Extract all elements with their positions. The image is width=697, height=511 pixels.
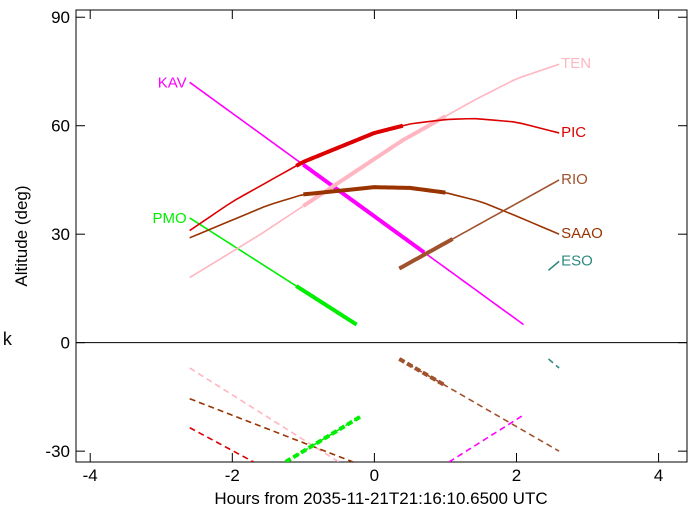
y-tick-label: 0: [61, 334, 70, 353]
series-bold-segment: [398, 237, 454, 271]
series-label-pmo: PMO: [153, 210, 187, 227]
series-bold-segment: [295, 123, 404, 168]
series-line: [189, 426, 254, 462]
series-line: [189, 397, 354, 462]
series-bold-segment: [284, 415, 362, 462]
series-group: [189, 63, 560, 462]
series-label-eso: ESO: [561, 252, 593, 269]
series-bold-segment: [295, 284, 358, 327]
x-tick-label: -4: [83, 466, 98, 485]
series-line: [189, 117, 560, 232]
stray-text-k: k: [2, 331, 13, 351]
series-line: [189, 63, 560, 279]
x-tick-label: 0: [370, 466, 379, 485]
y-axis-ticks: -30 0 30 60 90: [45, 8, 687, 461]
x-tick-label: 2: [512, 466, 521, 485]
y-tick-label: 60: [51, 117, 70, 136]
series-label-saao: SAAO: [561, 225, 603, 242]
series-bold-segment: [302, 163, 426, 255]
series-labels: KAV PMO TEN PIC SAAO RIO ESO: [153, 55, 603, 269]
series-label-ten: TEN: [561, 55, 591, 72]
plot-frame: [75, 9, 688, 463]
x-axis-title: Hours from 2035-11-21T21:16:10.6500 UTC: [214, 489, 547, 508]
series-line: [189, 367, 340, 462]
series-line: [547, 260, 560, 271]
x-tick-label: 4: [654, 466, 663, 485]
series-label-kav: KAV: [158, 74, 187, 91]
x-tick-label: -2: [225, 466, 240, 485]
y-tick-label: 90: [51, 8, 70, 27]
y-tick-label: 30: [51, 225, 70, 244]
series-label-rio: RIO: [561, 171, 588, 188]
series-bold-segment: [398, 357, 447, 388]
y-tick-label: -30: [45, 442, 70, 461]
series-label-pic: PIC: [561, 124, 586, 141]
series-bold-segment: [303, 185, 446, 197]
series-line: [547, 358, 560, 369]
series-line: [448, 414, 525, 462]
x-axis-ticks: -4 -2 0 2 4: [83, 10, 663, 485]
y-axis-title: Altitude (deg): [12, 185, 31, 286]
